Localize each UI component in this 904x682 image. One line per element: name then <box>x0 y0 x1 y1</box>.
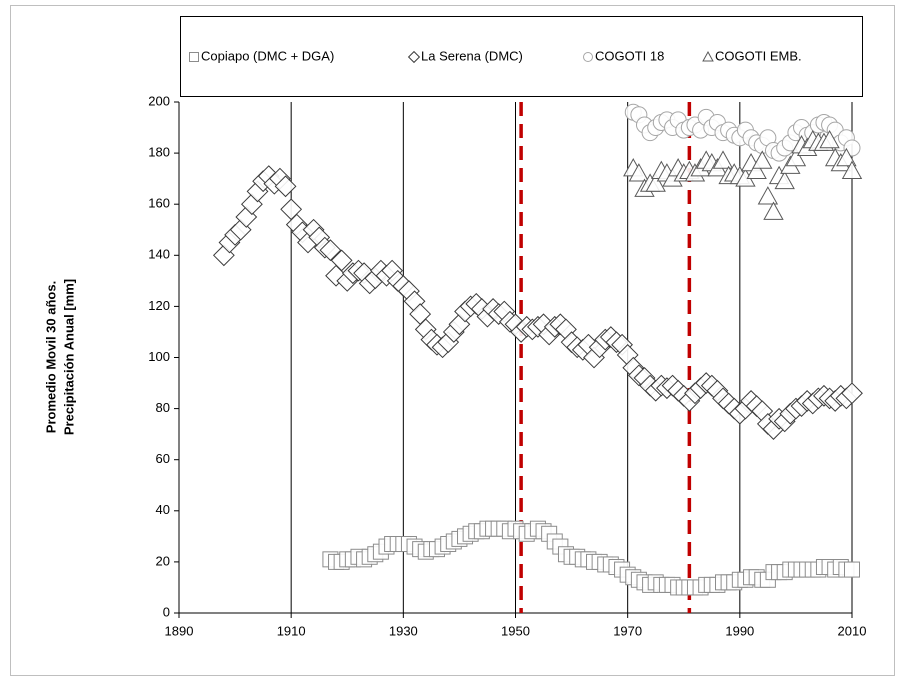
legend-label: COGOTI EMB. <box>715 48 802 63</box>
legend-label: Copiapo (DMC + DGA) <box>201 48 334 63</box>
marker <box>774 170 795 190</box>
legend-label: COGOTI 18 <box>595 48 664 63</box>
series <box>624 103 861 162</box>
marker <box>274 175 297 198</box>
legend-label: La Serena (DMC) <box>421 48 523 63</box>
series <box>212 165 863 440</box>
legend-marker <box>702 51 714 62</box>
marker <box>763 201 784 220</box>
legend-marker <box>583 52 593 62</box>
marker <box>330 249 353 272</box>
y-tick-label: 60 <box>156 451 170 466</box>
y-tick-label: 120 <box>148 298 170 313</box>
x-tick-label: 1990 <box>725 623 754 638</box>
y-tick-label: 140 <box>148 247 170 262</box>
marker <box>746 160 767 179</box>
y-tick-label: 160 <box>148 196 170 211</box>
y-tick-label: 200 <box>148 93 170 108</box>
marker <box>628 163 650 182</box>
marker <box>712 150 734 169</box>
y-tick-label: 20 <box>156 553 170 568</box>
y-tick-label: 40 <box>156 502 170 517</box>
marker <box>785 147 807 167</box>
y-tick-label: 180 <box>148 145 170 160</box>
marker <box>319 239 342 262</box>
x-tick-label: 1890 <box>165 623 194 638</box>
y-tick-label: 0 <box>163 604 170 619</box>
marker <box>836 147 857 167</box>
marker <box>645 173 666 192</box>
y-tick-label: 100 <box>148 349 170 364</box>
marker <box>752 150 773 169</box>
series <box>623 129 863 220</box>
y-axis-label: Precipitación Anual [mm] <box>61 279 76 435</box>
marker <box>841 160 863 179</box>
x-tick-label: 1950 <box>501 623 530 638</box>
y-axis-label: Promedio Movil 30 años. <box>43 281 58 433</box>
legend-box <box>180 16 863 97</box>
x-tick-label: 1910 <box>277 623 306 638</box>
y-tick-label: 80 <box>156 400 170 415</box>
marker <box>841 382 863 405</box>
marker <box>757 186 779 205</box>
series <box>322 520 860 596</box>
x-tick-label: 1970 <box>613 623 642 638</box>
legend-marker <box>407 50 421 64</box>
marker <box>844 561 860 578</box>
x-tick-label: 1930 <box>389 623 418 638</box>
x-tick-label: 2010 <box>838 623 867 638</box>
marker <box>819 129 840 149</box>
legend-marker <box>189 52 199 62</box>
